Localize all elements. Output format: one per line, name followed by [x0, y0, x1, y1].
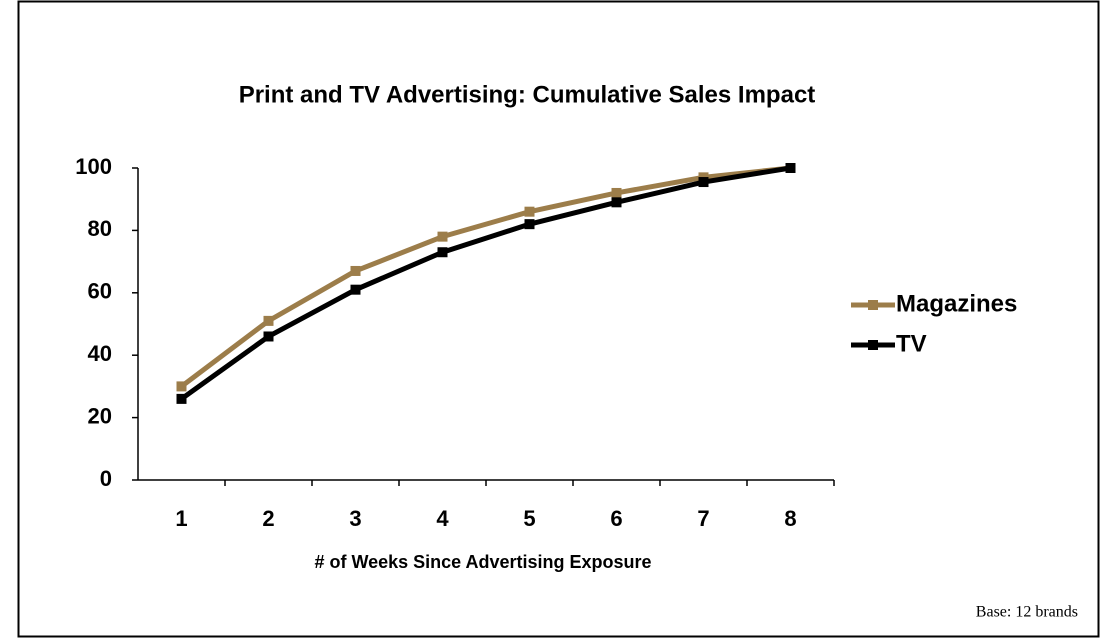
series-line: [179, 165, 791, 389]
marker: [524, 219, 535, 230]
x-tick-label: 3: [349, 506, 361, 531]
y-tick-label: 20: [88, 403, 112, 428]
marker: [524, 206, 535, 217]
x-axis-label: # of Weeks Since Advertising Exposure: [314, 552, 651, 572]
y-tick-label: 100: [75, 154, 112, 179]
x-tick-label: 5: [523, 506, 535, 531]
marker: [176, 381, 187, 392]
marker: [176, 393, 187, 404]
marker: [698, 177, 709, 188]
y-tick-label: 40: [88, 341, 112, 366]
marker: [611, 187, 622, 198]
x-tick-label: 7: [697, 506, 709, 531]
marker: [350, 284, 361, 295]
legend-label: Magazines: [896, 290, 1017, 317]
marker: [611, 197, 622, 208]
x-tick-label: 2: [262, 506, 274, 531]
marker: [437, 247, 448, 258]
y-tick-label: 60: [88, 279, 112, 304]
marker: [785, 163, 796, 173]
legend-label: TV: [896, 330, 927, 357]
x-tick-label: 4: [436, 506, 449, 531]
x-tick-label: 6: [610, 506, 622, 531]
legend-marker: [868, 340, 878, 350]
marker: [350, 265, 361, 276]
marker: [263, 331, 274, 342]
marker: [263, 315, 274, 326]
note: Base: 12 brands: [976, 604, 1078, 621]
series-line: [180, 165, 791, 401]
chart-title: Print and TV Advertising: Cumulative Sal…: [239, 81, 816, 108]
x-tick-label: 1: [175, 506, 187, 531]
marker: [437, 231, 448, 242]
x-tick-label: 8: [784, 506, 796, 531]
frame: [17, 0, 1100, 638]
y-tick-label: 80: [88, 216, 112, 241]
y-tick-label: 0: [100, 466, 112, 491]
legend-marker: [868, 300, 878, 310]
